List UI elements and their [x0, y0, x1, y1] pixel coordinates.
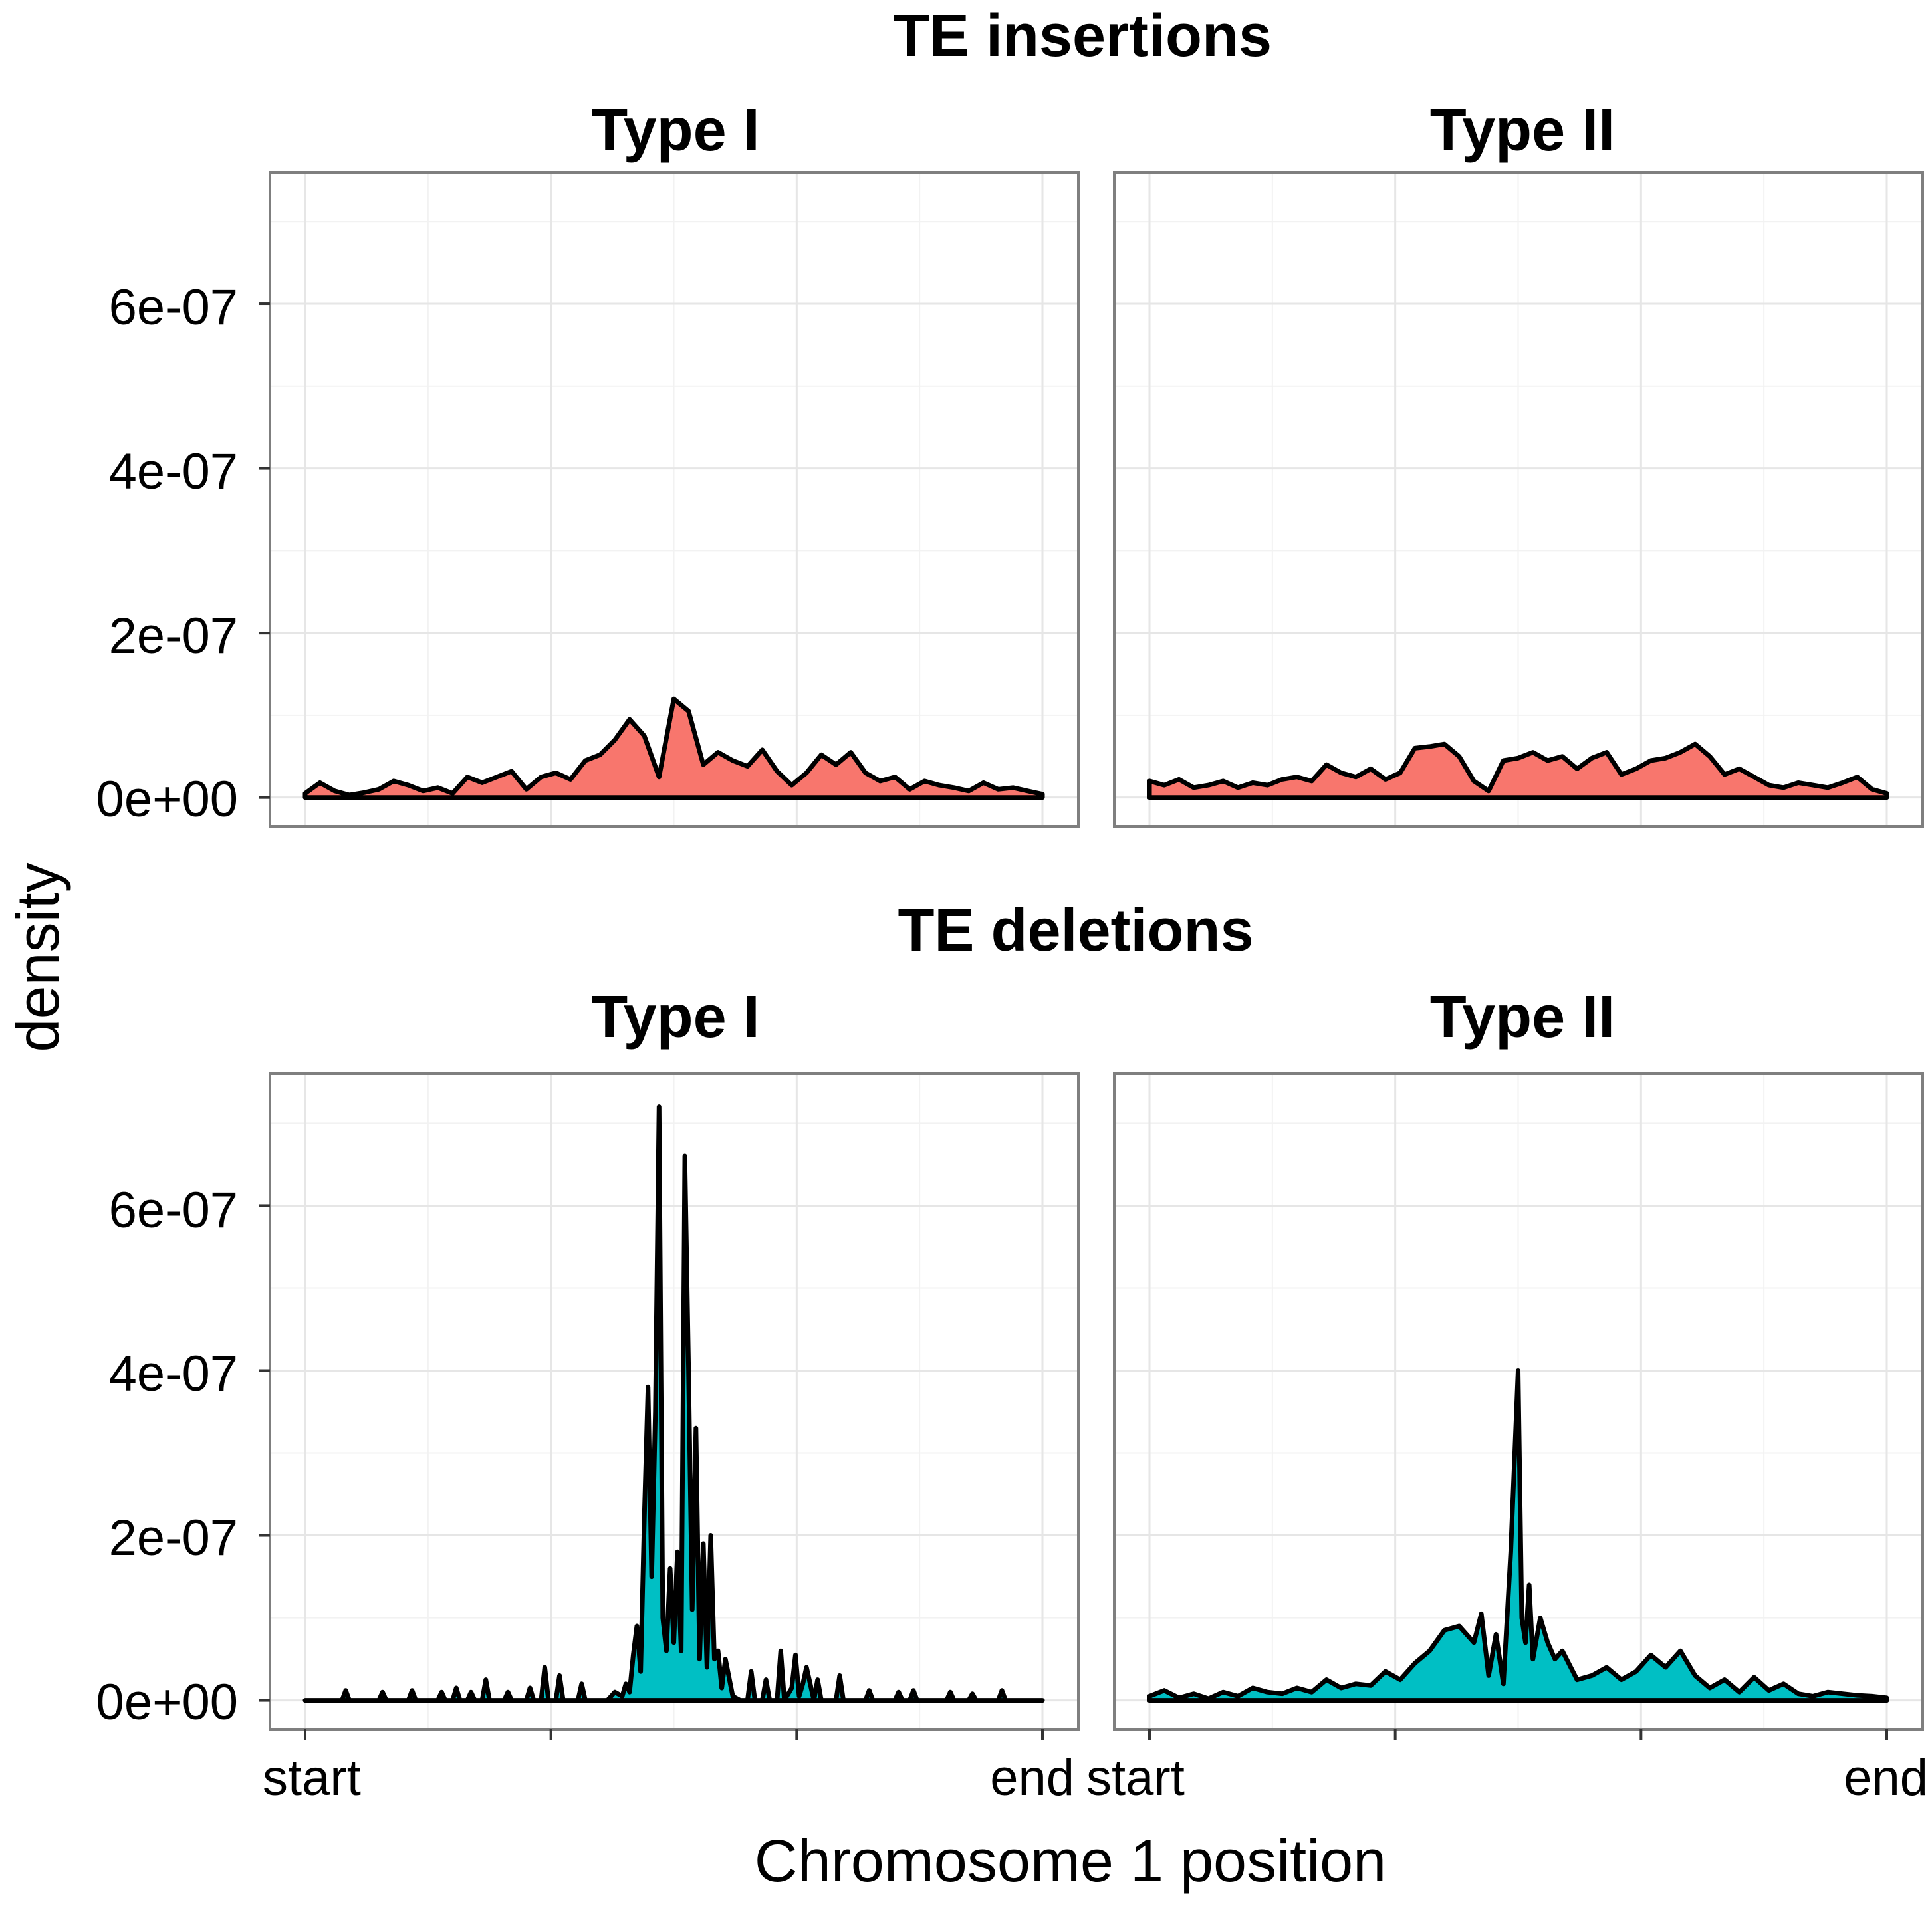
x-axis-right: start end: [1086, 1750, 1928, 1806]
density-line-insertions-type-i: [302, 696, 1045, 800]
panel-border-insertions-type-ii: [1113, 171, 1924, 828]
y-axis-top: 0e+00 2e-07 4e-07 6e-07: [96, 279, 238, 828]
x-tick-label-right-start: start: [1086, 1750, 1185, 1806]
y-axis-title: density: [5, 862, 72, 1052]
y-tick-label-top-1: 2e-07: [109, 608, 238, 664]
x-axis-title: Chromosome 1 position: [755, 1828, 1386, 1895]
panel-deletions-type-ii: [1113, 1072, 1924, 1740]
density-line-deletions-type-i: [302, 1104, 1045, 1703]
density-area-insertions-type-i: [305, 699, 1042, 798]
x-tick-label-left-start: start: [263, 1750, 361, 1806]
density-line-insertions-type-ii: [1147, 741, 1889, 800]
facet-title-deletions-type-ii: Type II: [1430, 984, 1615, 1050]
panel-insertions-type-ii: [1113, 171, 1924, 828]
y-tick-label-bottom-1: 2e-07: [109, 1510, 238, 1566]
density-area-insertions-type-ii: [1149, 744, 1887, 798]
section-title-deletions: TE deletions: [898, 898, 1253, 964]
x-tick-label-right-end: end: [1844, 1750, 1928, 1806]
y-tick-label-top-3: 6e-07: [109, 279, 238, 336]
panel-border-deletions-type-ii: [1113, 1072, 1924, 1731]
density-line-deletions-type-ii: [1147, 1368, 1889, 1703]
x-tick-label-left-end: end: [990, 1750, 1074, 1806]
panel-insertions-type-i: [259, 171, 1080, 828]
x-axis-left: start end: [263, 1750, 1074, 1806]
panel-border-deletions-type-i: [269, 1072, 1080, 1731]
y-axis-bottom: 0e+00 2e-07 4e-07 6e-07: [96, 1182, 238, 1731]
y-tick-label-top-2: 4e-07: [109, 443, 238, 500]
facet-title-insertions-type-i: Type I: [591, 97, 759, 164]
panel-deletions-type-i: [259, 1072, 1080, 1740]
y-tick-label-bottom-0: 0e+00: [96, 1674, 238, 1731]
facet-title-insertions-type-ii: Type II: [1430, 97, 1615, 164]
y-tick-label-bottom-2: 4e-07: [109, 1346, 238, 1402]
panel-border-insertions-type-i: [269, 171, 1080, 828]
density-area-deletions-type-ii: [1149, 1370, 1887, 1701]
section-title-insertions: TE insertions: [893, 3, 1272, 69]
facet-title-deletions-type-i: Type I: [591, 984, 759, 1050]
y-tick-label-bottom-3: 6e-07: [109, 1182, 238, 1239]
y-tick-label-top-0: 0e+00: [96, 771, 238, 828]
